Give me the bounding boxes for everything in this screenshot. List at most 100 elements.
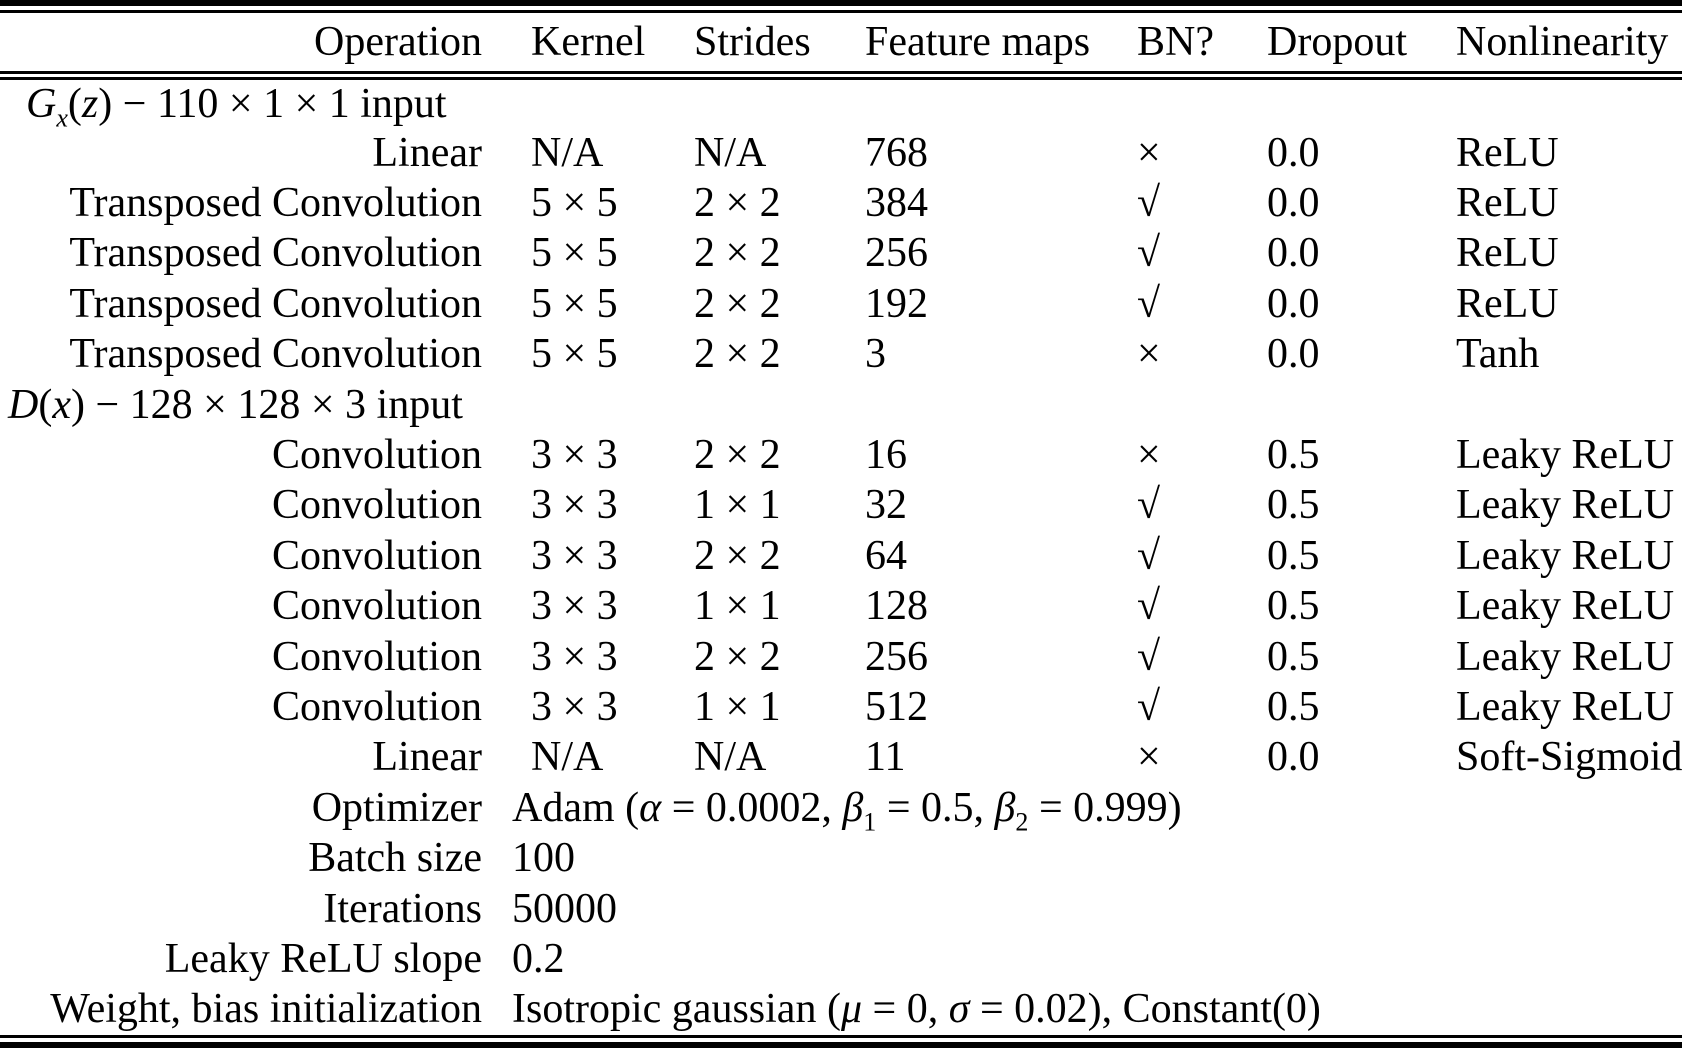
cell-bn: × bbox=[1137, 331, 1161, 378]
cell-feature-maps: 384 bbox=[865, 180, 928, 227]
cell-nonlinearity: ReLU bbox=[1456, 180, 1559, 227]
cell-kernel: 5 × 5 bbox=[531, 280, 618, 327]
config-label: Iterations bbox=[323, 885, 482, 932]
cell-strides: 2 × 2 bbox=[694, 633, 781, 680]
cell-dropout: 0.0 bbox=[1267, 280, 1320, 327]
cell-kernel: N/A bbox=[531, 129, 604, 176]
cell-strides: 2 × 2 bbox=[694, 180, 781, 227]
cell-feature-maps: 768 bbox=[865, 129, 928, 176]
cell-strides: 1 × 1 bbox=[694, 482, 781, 529]
section-header-row-discriminator: D(x) − 128 × 128 × 3 input bbox=[0, 379, 1682, 429]
cell-feature-maps: 256 bbox=[865, 633, 928, 680]
cell-bn: √ bbox=[1137, 633, 1161, 680]
cell-operation: Linear bbox=[372, 129, 482, 176]
cell-dropout: 0.5 bbox=[1267, 583, 1320, 630]
section-title-generator: Gx(z) − 110 × 1 × 1 input bbox=[26, 80, 447, 132]
config-row: Batch size 100 bbox=[0, 833, 1682, 883]
cell-operation: Convolution bbox=[271, 583, 482, 630]
cell-dropout: 0.5 bbox=[1267, 683, 1320, 730]
config-value: 100 bbox=[512, 835, 575, 882]
cell-operation: Transposed Convolution bbox=[69, 280, 482, 327]
cell-strides: 2 × 2 bbox=[694, 432, 781, 479]
cell-nonlinearity: Leaky ReLU bbox=[1456, 633, 1675, 680]
cell-kernel: 5 × 5 bbox=[531, 230, 618, 277]
table-row: Transposed Convolution 5 × 5 2 × 2 256 √ 0.0 R… bbox=[0, 228, 1682, 278]
cell-strides: 1 × 1 bbox=[694, 683, 781, 730]
table-row: Convolution 3 × 3 1 × 1 32 √ 0.5 Leaky ReLU bbox=[0, 480, 1682, 530]
column-header-strides: Strides bbox=[694, 13, 865, 80]
cell-dropout: 0.5 bbox=[1267, 432, 1320, 479]
cell-dropout: 0.0 bbox=[1267, 180, 1320, 227]
cell-operation: Transposed Convolution bbox=[69, 331, 482, 378]
cell-kernel: 3 × 3 bbox=[531, 583, 618, 630]
cell-nonlinearity: Tanh bbox=[1456, 331, 1540, 378]
cell-dropout: 0.5 bbox=[1267, 482, 1320, 529]
cell-kernel: 3 × 3 bbox=[531, 532, 618, 579]
column-header-operation: Operation bbox=[0, 13, 482, 80]
cell-strides: 2 × 2 bbox=[694, 230, 781, 277]
cell-feature-maps: 512 bbox=[865, 683, 928, 730]
cell-strides: N/A bbox=[694, 734, 767, 781]
cell-feature-maps: 64 bbox=[865, 532, 907, 579]
cell-operation: Transposed Convolution bbox=[69, 180, 482, 227]
table-row: Convolution 3 × 3 1 × 1 512 √ 0.5 Leaky ReLU bbox=[0, 682, 1682, 732]
cell-bn: × bbox=[1137, 129, 1161, 176]
table-row: Convolution 3 × 3 2 × 2 64 √ 0.5 Leaky ReLU bbox=[0, 531, 1682, 581]
cell-operation: Convolution bbox=[271, 683, 482, 730]
table-row: Linear N/A N/A 11 × 0.0 Soft-Sigmoid bbox=[0, 732, 1682, 782]
cell-bn: √ bbox=[1137, 683, 1161, 730]
config-label: Batch size bbox=[308, 835, 482, 882]
hyperparameter-table: Operation Kernel Strides Feature maps BN… bbox=[0, 13, 1682, 1035]
config-row: Leaky ReLU slope 0.2 bbox=[0, 934, 1682, 984]
table-row: Transposed Convolution 5 × 5 2 × 2 3 × 0.0 Tan… bbox=[0, 329, 1682, 379]
cell-nonlinearity: Leaky ReLU bbox=[1456, 432, 1675, 479]
cell-bn: × bbox=[1137, 734, 1161, 781]
cell-bn: √ bbox=[1137, 280, 1161, 327]
cell-kernel: 5 × 5 bbox=[531, 180, 618, 227]
cell-kernel: 5 × 5 bbox=[531, 331, 618, 378]
cell-nonlinearity: ReLU bbox=[1456, 129, 1559, 176]
column-header-feature-maps: Feature maps bbox=[865, 13, 1137, 80]
cell-feature-maps: 11 bbox=[865, 734, 906, 781]
cell-strides: N/A bbox=[694, 129, 767, 176]
cell-operation: Convolution bbox=[271, 482, 482, 529]
config-value: 50000 bbox=[512, 885, 617, 932]
cell-operation: Convolution bbox=[271, 532, 482, 579]
cell-dropout: 0.0 bbox=[1267, 331, 1320, 378]
config-row: Optimizer Adam (α = 0.0002, β1 = 0.5, β2 … bbox=[0, 783, 1682, 835]
cell-operation: Convolution bbox=[271, 633, 482, 680]
cell-nonlinearity: Leaky ReLU bbox=[1456, 532, 1675, 579]
table-row: Convolution 3 × 3 2 × 2 256 √ 0.5 Leaky ReLU bbox=[0, 631, 1682, 681]
section-title-discriminator: D(x) − 128 × 128 × 3 input bbox=[8, 381, 463, 428]
cell-bn: √ bbox=[1137, 583, 1161, 630]
cell-kernel: 3 × 3 bbox=[531, 633, 618, 680]
cell-kernel: 3 × 3 bbox=[531, 482, 618, 529]
header-row: Operation Kernel Strides Feature maps BN… bbox=[0, 13, 1682, 80]
cell-bn: √ bbox=[1137, 482, 1161, 529]
table-row: Linear N/A N/A 768 × 0.0 ReLU bbox=[0, 128, 1682, 178]
cell-feature-maps: 128 bbox=[865, 583, 928, 630]
cell-operation: Transposed Convolution bbox=[69, 230, 482, 277]
column-header-dropout: Dropout bbox=[1267, 13, 1456, 80]
cell-operation: Convolution bbox=[271, 432, 482, 479]
cell-dropout: 0.5 bbox=[1267, 532, 1320, 579]
config-label: Optimizer bbox=[311, 784, 482, 831]
column-header-kernel: Kernel bbox=[482, 13, 694, 80]
table-body: Gx(z) − 110 × 1 × 1 input Linear N/A N/A 768… bbox=[0, 75, 1682, 1035]
cell-feature-maps: 192 bbox=[865, 280, 928, 327]
cell-kernel: 3 × 3 bbox=[531, 683, 618, 730]
cell-bn: × bbox=[1137, 432, 1161, 479]
cell-bn: √ bbox=[1137, 532, 1161, 579]
section-header-row-generator: Gx(z) − 110 × 1 × 1 input bbox=[0, 75, 1682, 132]
cell-feature-maps: 3 bbox=[865, 331, 886, 378]
cell-kernel: 3 × 3 bbox=[531, 432, 618, 479]
table-row: Convolution 3 × 3 2 × 2 16 × 0.5 Leaky ReLU bbox=[0, 430, 1682, 480]
config-label: Weight, bias initialization bbox=[50, 986, 482, 1033]
config-row: Iterations 50000 bbox=[0, 883, 1682, 933]
cell-dropout: 0.0 bbox=[1267, 734, 1320, 781]
cell-nonlinearity: Soft-Sigmoid bbox=[1456, 734, 1682, 781]
cell-operation: Linear bbox=[372, 734, 482, 781]
cell-nonlinearity: Leaky ReLU bbox=[1456, 683, 1675, 730]
bottom-rule bbox=[0, 1034, 1682, 1048]
